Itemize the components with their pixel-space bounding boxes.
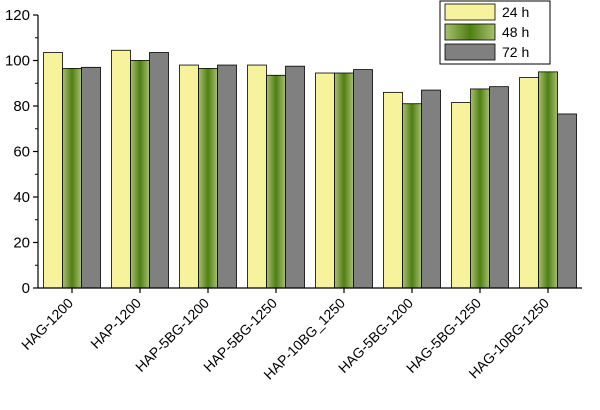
- bar-72h-5: [421, 89, 441, 289]
- y-tick-label: 40: [13, 189, 30, 206]
- x-tick-label: HAG-1200: [18, 295, 76, 353]
- bar-48h-6: [470, 88, 490, 289]
- bar-24h-6: [451, 102, 471, 289]
- bar-72h-3: [285, 65, 305, 289]
- y-tick-label: 120: [5, 7, 30, 24]
- bar-72h-1: [149, 52, 169, 289]
- bar-24h-7: [519, 77, 539, 289]
- y-tick-label: 60: [13, 144, 30, 161]
- bar-48h-4: [334, 72, 354, 289]
- y-tick-label: 80: [13, 98, 30, 115]
- legend-swatch-24h: [444, 3, 496, 21]
- legend-swatch-72h: [444, 43, 496, 61]
- bar-24h-2: [179, 64, 199, 289]
- y-tick-label: 20: [13, 235, 30, 252]
- legend-swatch-48h: [444, 23, 496, 41]
- bar-48h-5: [402, 103, 422, 289]
- bar-24h-0: [43, 52, 63, 289]
- bar-24h-1: [111, 49, 131, 289]
- legend-label: 24 h: [502, 4, 529, 20]
- bar-72h-6: [489, 86, 509, 289]
- bar-48h-1: [130, 60, 150, 289]
- legend-label: 48 h: [502, 24, 529, 40]
- bar-72h-0: [81, 66, 101, 289]
- bar-48h-0: [62, 68, 82, 289]
- bar-48h-3: [266, 74, 286, 289]
- y-tick-label: 100: [5, 53, 30, 70]
- legend-label: 72 h: [502, 44, 529, 60]
- bar-48h-2: [198, 68, 218, 289]
- x-tick-label: HAP-1200: [87, 295, 144, 352]
- legend: 24 h 48 h 72 h: [439, 0, 551, 65]
- bar-24h-3: [247, 64, 267, 289]
- bar-72h-4: [353, 69, 373, 289]
- y-tick-label: 0: [22, 280, 30, 297]
- bar-24h-5: [383, 91, 403, 289]
- bar-24h-4: [315, 72, 335, 289]
- bar-72h-2: [217, 64, 237, 289]
- bar-72h-7: [557, 113, 577, 289]
- bars-layer: [43, 49, 577, 289]
- bar-48h-7: [538, 71, 558, 289]
